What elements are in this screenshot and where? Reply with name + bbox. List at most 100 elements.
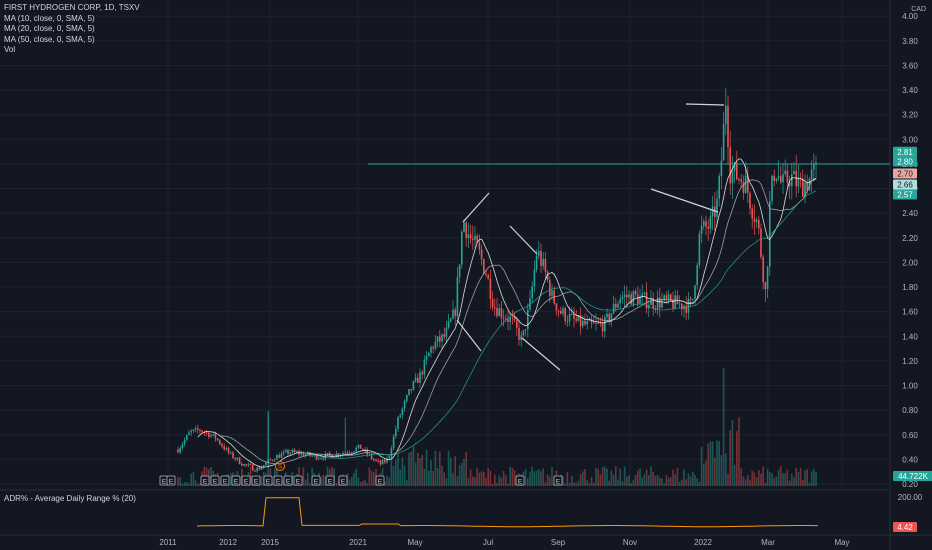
candle-body xyxy=(575,318,577,321)
ma20-legend[interactable]: MA (20, close, 0, SMA, 5) xyxy=(4,24,95,33)
volume-bar xyxy=(665,475,668,486)
volume-bar xyxy=(793,477,795,486)
volume-bar xyxy=(628,475,630,486)
volume-bar xyxy=(441,465,443,486)
candle-body xyxy=(619,299,621,304)
candle-body xyxy=(197,428,199,430)
trendline xyxy=(521,337,561,371)
volume-bar xyxy=(425,449,428,486)
volume-bar xyxy=(417,452,419,486)
candle-body xyxy=(522,330,525,336)
candle-body xyxy=(263,465,265,468)
candle-body xyxy=(304,454,307,456)
candle-body xyxy=(557,310,560,312)
ma10-legend[interactable]: MA (10, close, 0, SMA, 5) xyxy=(4,13,95,23)
price-label-bg xyxy=(893,189,917,200)
candle-body xyxy=(788,182,791,187)
volume-bar xyxy=(573,482,575,486)
volume-bar xyxy=(179,477,181,486)
volume-bar xyxy=(648,475,650,486)
candle-body xyxy=(784,170,786,175)
volume-bar xyxy=(617,479,619,486)
candle-body xyxy=(478,242,481,250)
earnings-label: E xyxy=(556,479,561,486)
candle-body xyxy=(441,334,443,342)
candle-body xyxy=(491,299,494,308)
volume-bar xyxy=(507,483,509,486)
price-label: 2.70 xyxy=(893,168,917,179)
candle-body xyxy=(489,278,492,300)
volume-bar xyxy=(676,468,679,486)
candle-body xyxy=(815,162,817,165)
volume-bar xyxy=(736,431,738,486)
candle-body xyxy=(469,234,472,239)
adr-label-text: 4.42 xyxy=(897,523,913,532)
volume-bar xyxy=(524,469,527,486)
event-markers[interactable]: E E E E E E E E E E E E E E E E E ES xyxy=(159,461,563,486)
trendline xyxy=(685,103,725,106)
symbol-title[interactable]: FIRST HYDROGEN CORP, 1D, TSXV xyxy=(4,3,140,12)
candle-body xyxy=(291,450,294,453)
candle-body xyxy=(663,295,665,300)
earnings-label: E xyxy=(169,479,174,486)
volume-bar xyxy=(230,473,232,486)
candle-body xyxy=(439,336,441,342)
volume-bar xyxy=(388,477,390,486)
volume-bar xyxy=(219,482,221,486)
earnings-box xyxy=(273,475,283,486)
time-tick: Mar xyxy=(761,538,775,547)
volume-bar xyxy=(384,481,386,486)
candle-body xyxy=(386,458,388,463)
time-axis[interactable]: 2011 2012 2015 2021 May Jul Sep Nov 2022 Mar May xyxy=(159,538,849,547)
candle-body xyxy=(511,317,514,319)
volume-bar xyxy=(773,478,775,486)
volume-bar xyxy=(458,465,461,486)
candle-body xyxy=(311,455,313,457)
price-label-text: 2.66 xyxy=(897,181,913,190)
volume-bar xyxy=(531,467,533,486)
price-label-text: 2.57 xyxy=(897,191,913,200)
candle-body xyxy=(560,311,562,314)
volume-bar xyxy=(632,479,635,486)
candle-body xyxy=(771,175,773,202)
earnings-box xyxy=(338,475,348,486)
volume-bar xyxy=(423,468,426,486)
volume-bar xyxy=(562,475,564,486)
candle-body xyxy=(777,176,780,179)
candle-body xyxy=(760,228,762,258)
candlesticks[interactable] xyxy=(177,87,817,473)
candle-body xyxy=(423,359,426,375)
earnings-marker: E xyxy=(200,475,210,486)
earnings-label: E xyxy=(223,479,228,486)
candle-body xyxy=(681,303,683,310)
price-axis[interactable]: 4.003.803.603.403.203.002.802.602.402.20… xyxy=(893,12,932,489)
volume-bar xyxy=(322,474,324,486)
candle-body xyxy=(542,258,544,267)
volume-bar xyxy=(727,474,729,486)
candle-body xyxy=(434,341,437,349)
earnings-label: E xyxy=(244,479,249,486)
earnings-marker: E xyxy=(231,475,241,486)
dividend-circle xyxy=(275,461,285,471)
trendline-drawings[interactable] xyxy=(456,103,725,371)
volume-legend[interactable]: Vol xyxy=(4,45,16,54)
volume-bar xyxy=(450,457,452,486)
volume-bar xyxy=(529,471,531,486)
candle-body xyxy=(551,290,553,296)
volume-bar xyxy=(447,451,450,486)
candle-body xyxy=(775,178,778,181)
volume-bar xyxy=(775,476,778,486)
adr-legend[interactable]: ADR% - Average Daily Range % (20) xyxy=(4,494,136,503)
ma50-legend[interactable]: MA (50, close, 0, SMA, 5) xyxy=(4,34,95,44)
volume-bar xyxy=(678,481,681,486)
volume-bar xyxy=(469,469,472,486)
candle-body xyxy=(806,182,808,191)
earnings-marker: E xyxy=(251,475,261,486)
candle-body xyxy=(269,459,272,461)
candle-body xyxy=(709,216,712,229)
candle-body xyxy=(287,450,289,455)
volume-bar xyxy=(786,469,789,486)
volume-bar xyxy=(593,482,595,486)
candle-body xyxy=(747,175,749,193)
